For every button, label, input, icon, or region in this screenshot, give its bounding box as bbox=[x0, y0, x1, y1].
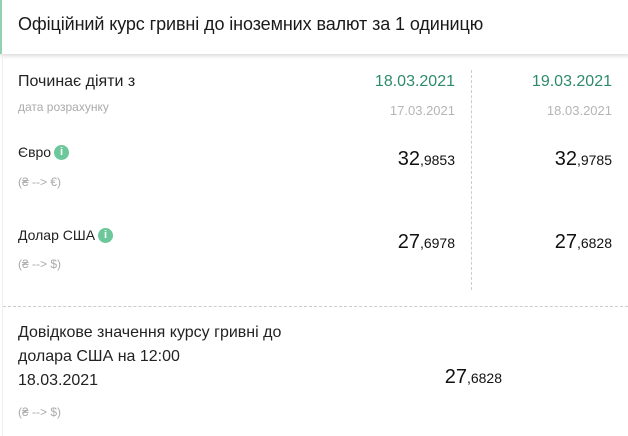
col1-effective-date: 18.03.2021 bbox=[374, 73, 455, 90]
row-usd-label: Долар США i bbox=[18, 227, 114, 243]
rate-dec: ,6978 bbox=[419, 235, 455, 251]
rate-dec: ,6828 bbox=[466, 370, 502, 386]
rate-int: 32 bbox=[397, 148, 420, 170]
page-header: Офіційний курс гривні до іноземних валют… bbox=[0, 0, 628, 54]
column-divider bbox=[471, 70, 472, 290]
row-euro-label: Євро i bbox=[18, 144, 70, 160]
rate-dec: ,9785 bbox=[576, 152, 612, 168]
info-icon[interactable]: i bbox=[98, 228, 114, 243]
reference-direction: (₴ --> $) bbox=[18, 405, 62, 419]
currency-name: Долар США bbox=[18, 227, 96, 243]
left-border bbox=[2, 55, 3, 436]
rate-dec: ,6828 bbox=[576, 235, 612, 251]
reference-line1: Довідкове значення курсу гривні до bbox=[18, 324, 282, 341]
reference-date: 18.03.2021 bbox=[18, 372, 99, 389]
currency-name: Євро bbox=[18, 144, 52, 160]
row-usd-direction: (₴ --> $) bbox=[18, 257, 62, 271]
rate-int: 27 bbox=[397, 231, 420, 253]
euro-rate-col2: 32,9785 bbox=[555, 148, 612, 171]
calc-label: дата розрахунку bbox=[18, 100, 109, 114]
info-icon[interactable]: i bbox=[54, 145, 70, 160]
usd-rate-col1: 27,6978 bbox=[398, 231, 455, 254]
page-title: Офіційний курс гривні до іноземних валют… bbox=[18, 14, 484, 34]
rate-int: 27 bbox=[554, 231, 577, 253]
reference-rate: 27,6828 bbox=[445, 366, 502, 389]
col1-calc-date: 17.03.2021 bbox=[389, 103, 455, 118]
rate-dec: ,9853 bbox=[419, 152, 455, 168]
col2-calc-date: 18.03.2021 bbox=[546, 103, 612, 118]
usd-rate-col2: 27,6828 bbox=[555, 231, 612, 254]
euro-rate-col1: 32,9853 bbox=[398, 148, 455, 171]
col2-effective-date: 19.03.2021 bbox=[531, 73, 612, 90]
rate-int: 32 bbox=[554, 148, 577, 170]
row-euro-direction: (₴ --> €) bbox=[18, 175, 62, 189]
effective-label: Починає діяти з bbox=[18, 73, 136, 90]
section-divider bbox=[3, 306, 628, 307]
reference-line2: долара США на 12:00 bbox=[18, 348, 180, 365]
rate-int: 27 bbox=[444, 366, 467, 388]
